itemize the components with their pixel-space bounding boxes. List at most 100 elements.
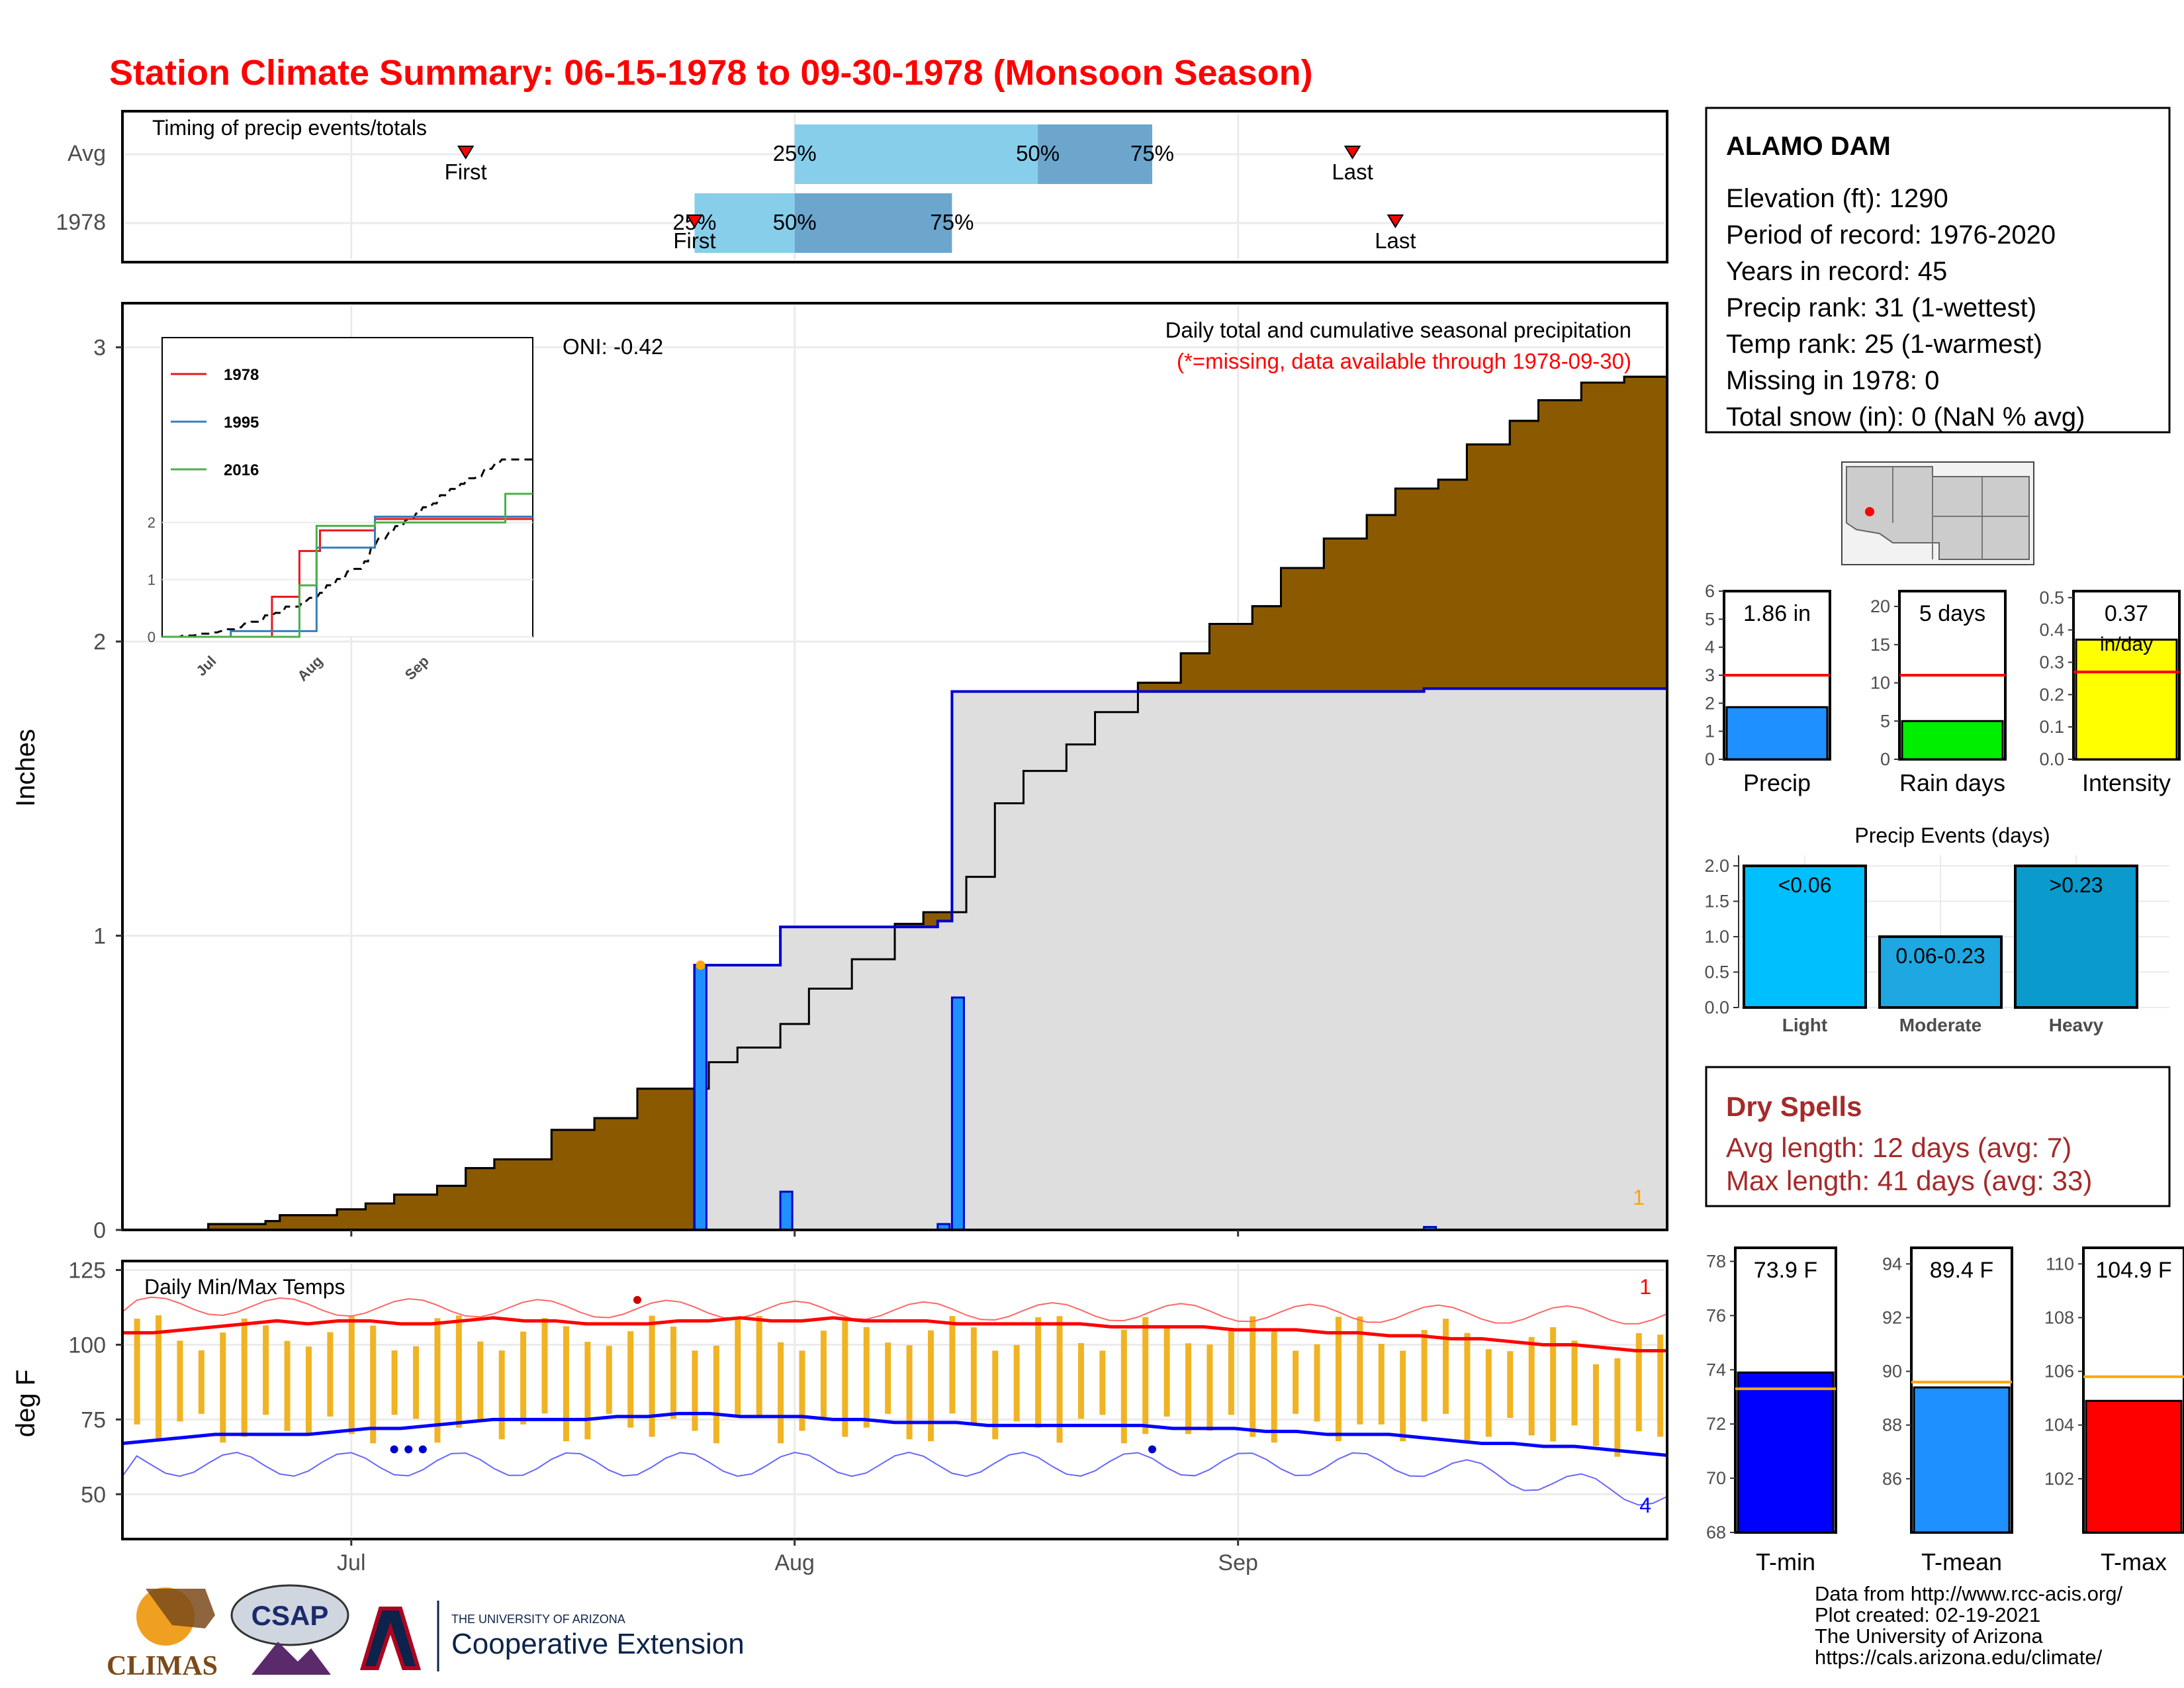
station-line-snow: Total snow (in): 0 (NaN % avg) (1726, 402, 2085, 432)
precip-tick-label: 5 (1705, 609, 1715, 629)
inset-legend-label: 1978 (224, 366, 259, 384)
timing-bar-q50-q75 (1038, 124, 1152, 184)
precip-tick-label: 3 (1705, 665, 1715, 685)
footer-line-created: Plot created: 02-19-2021 (1815, 1603, 2040, 1626)
precip-bar (1725, 706, 1829, 761)
station-line-missing: Missing in 1978: 0 (1726, 366, 1939, 395)
tmin-bar (1737, 1371, 1835, 1534)
inset-y-tick-label: 1 (148, 572, 156, 588)
precip-value-label: 1.86 in (1743, 601, 1811, 626)
daily-temp-bar (649, 1315, 655, 1437)
daily-temp-bar (885, 1342, 891, 1414)
daily-temp-bar (1550, 1327, 1557, 1442)
daily-temp-bar (348, 1315, 355, 1434)
daily-temp-bar (1378, 1344, 1385, 1425)
daily-temp-bar (1142, 1317, 1149, 1434)
daily-temp-bar (1571, 1340, 1578, 1426)
precip-subtitle: Daily total and cumulative seasonal prec… (1165, 318, 1631, 342)
station-line-years: Years in record: 45 (1726, 257, 1947, 286)
precip-panel: 0 1 2 3 Inches Daily total and cumulative s… (11, 302, 1668, 1243)
precip-y-tick-label: 2 (93, 630, 106, 655)
events-tick-label: 1.5 (1704, 892, 1729, 912)
daily-precip-bar (779, 1190, 794, 1231)
tmin-value-label: 73.9 F (1754, 1258, 1817, 1283)
oni-label: ONI: -0.42 (563, 334, 663, 359)
raindays-tick-label: 15 (1870, 635, 1890, 655)
daily-temp-bar (992, 1350, 999, 1440)
daily-temp-bar (263, 1325, 269, 1415)
timing-bar-q50-q75 (794, 193, 952, 253)
locator-map (1841, 461, 2034, 565)
daily-temp-bar (413, 1346, 420, 1419)
daily-temp-bar (1077, 1342, 1084, 1419)
daily-temp-bar (498, 1350, 505, 1440)
inset-y-tick-label: 2 (148, 514, 156, 531)
intensity-tick-label: 0.1 (2039, 717, 2064, 737)
tmin-tick-label: 68 (1706, 1523, 1726, 1542)
inset-legend-label: 1995 (224, 414, 259, 432)
daily-temp-bar (1185, 1343, 1192, 1434)
timing-q50-label: 50% (773, 210, 817, 234)
station-name: ALAMO DAM (1726, 132, 1891, 161)
footer-line-data: Data from http://www.rcc-acis.org/ (1815, 1582, 2123, 1605)
tmin-tick-label: 74 (1706, 1360, 1726, 1380)
temp-panel: 50 75 100 125 Jul Aug Sep deg F Daily Min/Max … (11, 1258, 1668, 1575)
timing-panel: Timing of precip events/totals Avg 1978 … (56, 110, 1668, 263)
csap-logo: CSAP (230, 1584, 349, 1675)
intensity-unit-label: in/day (2100, 633, 2153, 655)
daily-temp-bar (156, 1315, 162, 1442)
temp-panel-border (121, 1260, 1668, 1540)
daily-temp-bar (1485, 1349, 1492, 1437)
timing-q75-label: 75% (1130, 141, 1174, 165)
tmax-tick-label: 110 (2046, 1254, 2074, 1274)
daily-precip-bar (693, 964, 707, 1231)
tmax-tick-label: 106 (2044, 1362, 2074, 1382)
daily-temp-bar (713, 1345, 719, 1444)
record-min-marker (418, 1445, 427, 1454)
ua-a-mark (359, 1607, 422, 1670)
inset-legend-label: 2016 (224, 461, 259, 479)
daily-temp-bar (606, 1346, 612, 1414)
daily-temp-bar (370, 1325, 377, 1444)
footer-credits: Data from http://www.rcc-acis.org/ Plot … (1815, 1582, 2123, 1669)
daily-temp-bar (1250, 1316, 1256, 1437)
temp-y-tick-label: 50 (81, 1482, 106, 1507)
daily-temp-bar (541, 1318, 548, 1414)
daily-temp-bar (670, 1326, 677, 1419)
daily-temp-bar (1335, 1317, 1342, 1442)
ua-small-text: THE UNIVERSITY OF ARIZONA (451, 1613, 625, 1626)
precip-tick-label: 2 (1705, 693, 1715, 713)
intensity-tick-label: 0.3 (2039, 652, 2064, 672)
raindays-tick-label: 10 (1870, 673, 1890, 693)
daily-temp-bar (1056, 1316, 1063, 1443)
record-min-marker (404, 1445, 413, 1454)
daily-temp-bar (1163, 1328, 1170, 1417)
station-line-precip-rank: Precip rank: 31 (1-wettest) (1726, 293, 2036, 322)
raindays-value-label: 5 days (1919, 601, 1985, 626)
daily-temp-bar (177, 1340, 183, 1422)
raindays-tick-label: 20 (1870, 596, 1890, 616)
daily-temp-bar (842, 1317, 848, 1437)
events-tick-label: 0.0 (1704, 998, 1729, 1017)
precip-count-label: 1 (1633, 1186, 1645, 1209)
intensity-bar (2075, 638, 2178, 761)
inset-legend: 1978 1995 2016 (171, 366, 259, 479)
events-bar-heavy (2014, 865, 2138, 1009)
tmin-category-label: T-min (1756, 1548, 1815, 1575)
daily-temp-bar (863, 1327, 870, 1428)
events-bar-label: <0.06 (1778, 873, 1832, 897)
daily-temp-bar (1507, 1351, 1514, 1418)
station-line-elevation: Elevation (ft): 1290 (1726, 184, 1948, 213)
daily-temp-bar (1635, 1333, 1642, 1432)
inset-avg-line (162, 458, 533, 638)
temp-y-tick-label: 125 (68, 1258, 106, 1284)
precip-missing-note: (*=missing, data available through 1978-… (1177, 349, 1631, 373)
record-max-marker (633, 1295, 641, 1304)
daily-temp-bar (778, 1342, 784, 1444)
dry-spells-border (1705, 1066, 2171, 1207)
daily-temp-bar (1443, 1319, 1449, 1414)
precip-marks (122, 375, 1668, 1231)
record-min-line (122, 1452, 1668, 1506)
